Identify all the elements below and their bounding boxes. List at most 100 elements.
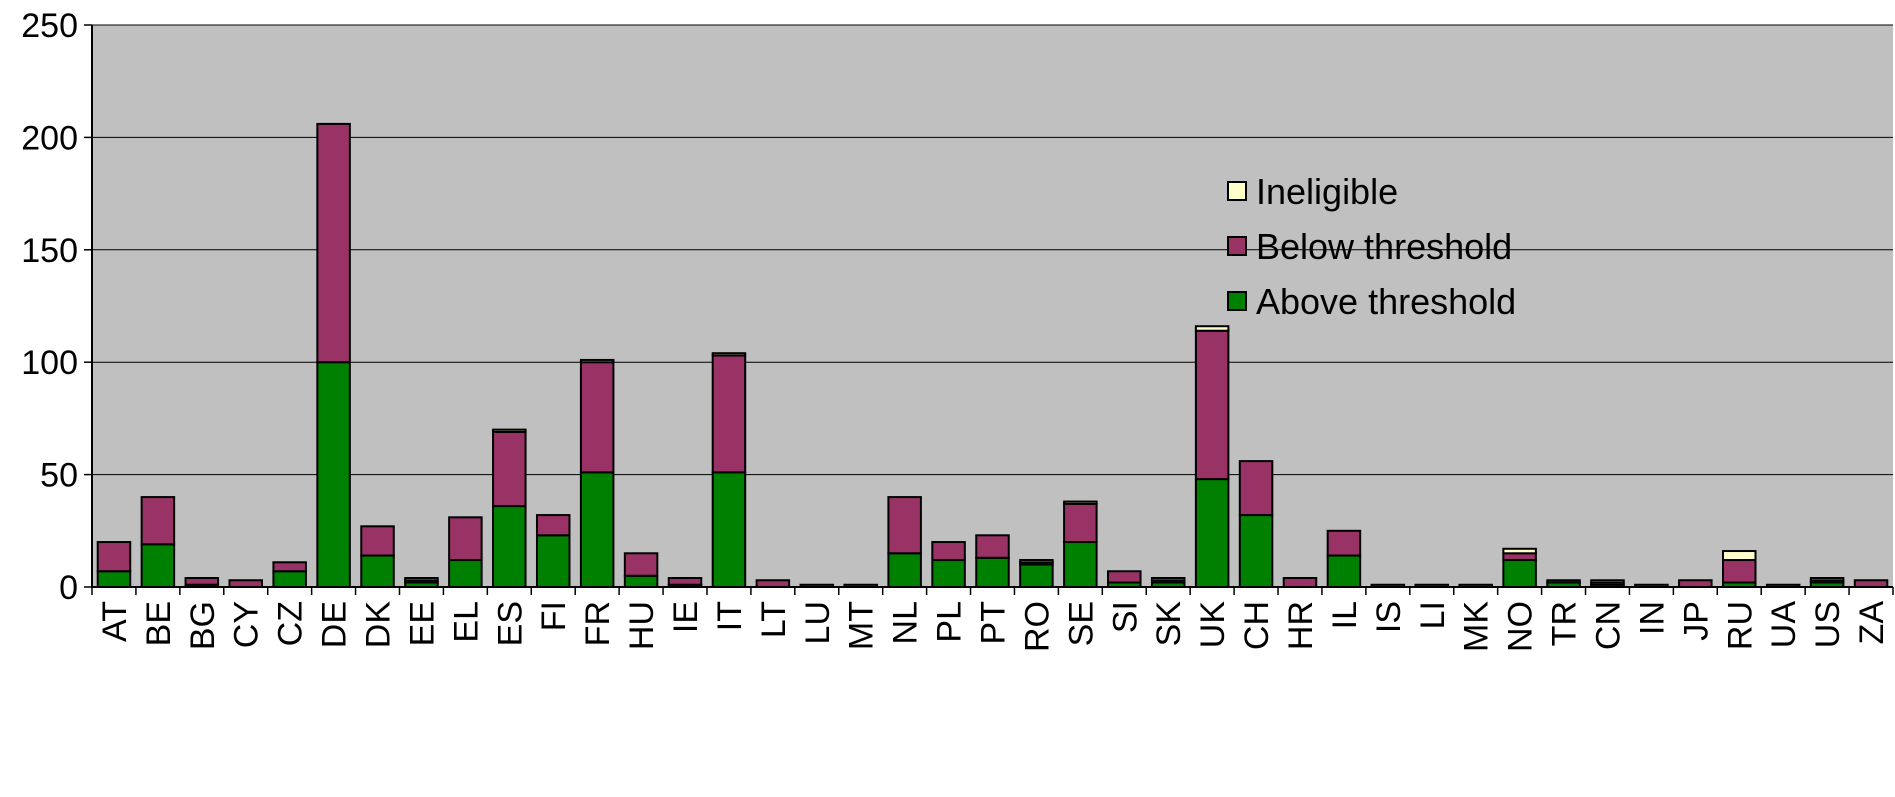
bar-segment-UK-above-threshold [1194,478,1230,589]
bar-segment-HR-below-threshold [1282,577,1318,588]
bar-segment-EE-ineligible [404,577,439,582]
bar-segment-FI-above-threshold [535,534,571,589]
bar-segment-IE-below-threshold [667,577,703,586]
bar-segment-NO-below-threshold [1502,552,1537,562]
bar-segment-BE-above-threshold [140,543,176,589]
bar-segment-NL-below-threshold [887,496,922,555]
x-tick-label: SI [1106,601,1144,633]
legend-swatch [1227,181,1247,201]
x-tick-label: HR [1282,601,1320,650]
bar-segment-CZ-above-threshold [272,570,307,588]
x-tick-label: TR [1546,601,1584,646]
bar-segment-JP-below-threshold [1678,579,1713,588]
x-tick-label: PT [975,601,1013,644]
bar-segment-DE-above-threshold [316,361,351,589]
legend: Ineligible Below threshold Above threshold [1227,171,1516,322]
x-tick-label: US [1809,601,1847,648]
bar-segment-PT-below-threshold [975,534,1010,559]
bar-segment-TR-below-threshold [1546,579,1581,584]
bar-segment-CH-above-threshold [1238,514,1274,589]
bar-segment-UK-ineligible [1194,325,1230,332]
x-tick-label: PL [931,601,969,643]
bar-segment-IL-above-threshold [1326,554,1362,589]
bar-segment-SE-below-threshold [1063,502,1098,544]
x-tick-label: CZ [272,601,310,646]
x-tick-label: FI [535,601,573,631]
bar-segment-PT-above-threshold [975,556,1010,589]
x-tick-label: RO [1018,601,1056,652]
x-tick-label: LU [799,601,837,644]
x-tick-label: IE [667,601,705,633]
y-tick-labels: 0 50 100 150 200 250 [21,7,78,607]
bar-segment-ES-below-threshold [492,430,527,508]
bar-segment-IT-below-threshold [711,354,747,474]
bar-segment-SK-ineligible [1150,577,1186,582]
bar-segment-DE-below-threshold [316,122,351,364]
x-tick-label: ES [491,601,529,646]
bar-segment-NL-above-threshold [887,552,922,589]
bar-segment-LT-below-threshold [755,579,791,588]
x-tick-label: SK [1150,601,1188,647]
y-tick-label: 150 [21,232,78,270]
bar-segment-DK-below-threshold [360,525,395,557]
bar-segment-AT-below-threshold [96,541,132,573]
bar-segment-IT-above-threshold [711,471,747,588]
x-tick-label: AT [96,601,134,642]
bar-segment-EL-below-threshold [448,516,483,562]
x-tick-label: UK [1194,601,1232,649]
bar-segment-HU-above-threshold [623,574,659,589]
x-tick-label: NO [1502,601,1540,652]
x-tick-label: IT [711,601,749,631]
bars [96,122,1889,589]
x-tick-label: NL [887,601,925,644]
bar-segment-EL-above-threshold [448,559,483,588]
x-tick-label: IN [1633,601,1671,635]
x-tick-label: EE [403,601,441,646]
bar-segment-SI-below-threshold [1107,570,1142,584]
bar-segment-FI-below-threshold [535,514,571,537]
x-tick-label: MK [1458,601,1496,652]
bar-segment-FR-ineligible [579,358,615,364]
x-tick-label: LI [1414,601,1452,629]
bar-segment-CY-below-threshold [228,579,263,588]
bar-segment-AT-above-threshold [96,570,132,588]
bar-segment-ES-ineligible [492,428,527,433]
x-tick-label: HU [623,601,661,650]
legend-swatch [1227,236,1247,256]
bar-segment-RU-below-threshold [1722,559,1757,584]
bar-segment-NO-above-threshold [1502,559,1537,588]
bar-segment-RU-ineligible [1722,550,1757,562]
bar-segment-UK-below-threshold [1194,329,1230,481]
bar-segment-CN-ineligible [1590,579,1625,584]
bar-segment-US-ineligible [1809,577,1845,582]
x-tick-label: SE [1062,601,1100,646]
bar-segment-ZA-below-threshold [1853,579,1889,588]
x-tick-label: IL [1326,601,1364,629]
x-tick-label: IS [1370,601,1408,633]
x-tick-label: DE [316,601,354,648]
x-tick-label: UA [1765,601,1803,649]
y-tick-label: 50 [40,457,78,495]
legend-label: Ineligible [1256,171,1398,212]
x-tick-label: RU [1721,601,1759,650]
bar-segment-CZ-below-threshold [272,561,307,573]
legend-label: Above threshold [1256,281,1516,322]
legend-swatch [1227,291,1247,311]
bar-segment-BE-below-threshold [140,496,176,546]
bar-segment-IL-below-threshold [1326,529,1362,557]
x-tick-label: ZA [1853,601,1891,645]
x-tick-label: DK [360,601,398,649]
bar-segment-BG-below-threshold [184,577,220,586]
bar-segment-RO-above-threshold [1019,563,1054,589]
bar-segment-SE-above-threshold [1063,541,1098,588]
y-tick-label: 0 [59,569,78,607]
bar-segment-CH-below-threshold [1238,460,1274,517]
axes [91,25,1894,595]
legend-label: Below threshold [1256,226,1512,267]
bar-segment-FR-above-threshold [579,471,615,588]
x-tick-label: JP [1677,601,1715,641]
bar-segment-SE-ineligible [1063,500,1098,505]
bar-segment-PL-above-threshold [931,559,966,588]
y-tick-label: 250 [21,7,78,45]
